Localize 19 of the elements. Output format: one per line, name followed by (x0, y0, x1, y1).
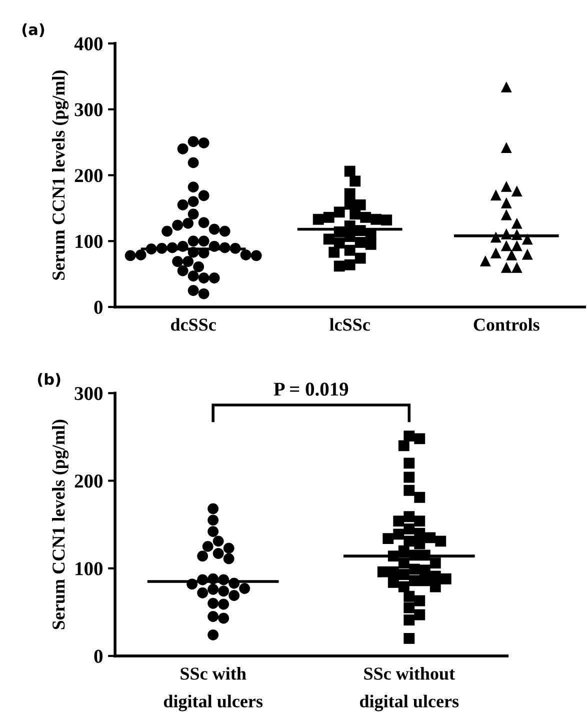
y-tick-label: 0 (94, 300, 103, 314)
x-tick-label: dcSSc (170, 318, 216, 331)
y-tick-label: 300 (74, 386, 103, 400)
chart-title: (a) (22, 23, 44, 38)
annotation: P = 0.019 (274, 382, 348, 396)
y-tick-label: 100 (76, 234, 103, 248)
y-axis-title: Serum CCN1 levels (pg/ml) (52, 420, 69, 630)
y-tick-label: 100 (76, 562, 103, 576)
y-tick-label: 200 (74, 169, 103, 182)
y-tick-label: 300 (74, 103, 103, 116)
chart-title: (b) (38, 373, 60, 387)
x-tick-label: lcSSc (330, 318, 370, 331)
x-tick-label: SSc with digital ulcers (164, 667, 263, 712)
y-axis-title: Serum CCN1 levels (pg/ml) (52, 70, 69, 280)
x-tick-label: SSc without digital ulcers (360, 667, 459, 712)
y-tick-label: 400 (74, 37, 103, 50)
y-tick-label: 200 (74, 474, 103, 488)
x-tick-label: Controls (474, 318, 540, 331)
y-tick-label: 0 (94, 650, 103, 663)
